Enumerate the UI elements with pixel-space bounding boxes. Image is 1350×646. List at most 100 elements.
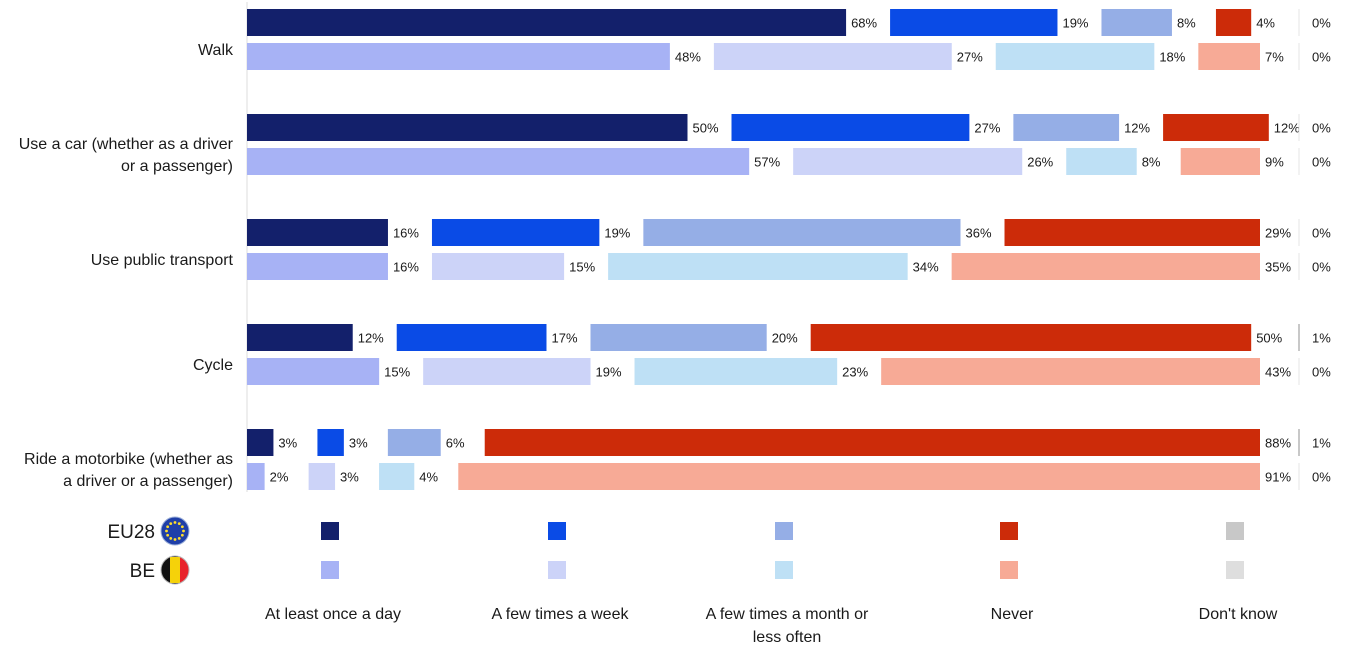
value-label: 0%: [1312, 121, 1331, 136]
legend-swatch-be-a-few-times-a-month-or-less-often: [775, 561, 793, 579]
legend-swatch-eu28-a-few-times-a-month-or-less-often: [775, 522, 793, 540]
legend-swatch-eu28-at-least-once-a-day: [321, 522, 339, 540]
legend-swatch-be-don-t-know: [1226, 561, 1244, 579]
bar-be-a-few-times-a-week: [308, 463, 336, 490]
legend-swatch-be-a-few-times-a-week: [548, 561, 566, 579]
value-label: 16%: [393, 260, 419, 275]
value-label: 57%: [754, 155, 780, 170]
value-label: 0%: [1312, 155, 1331, 170]
bar-eu28-at-least-once-a-day: [247, 324, 353, 351]
value-label: 15%: [384, 365, 410, 380]
bar-be-never: [1198, 43, 1260, 70]
bar-eu28-never: [484, 429, 1261, 456]
legend-swatch-be-at-least-once-a-day: [321, 561, 339, 579]
legend-swatch-eu28-a-few-times-a-week: [548, 522, 566, 540]
value-label: 12%: [1124, 121, 1150, 136]
bar-be-a-few-times-a-month-or-less-often: [995, 43, 1155, 70]
value-label: 19%: [1062, 16, 1088, 31]
bar-eu28-at-least-once-a-day: [247, 114, 688, 141]
category-label: Use public transport: [91, 252, 234, 269]
bar-be-a-few-times-a-week: [423, 358, 591, 385]
bar-eu28-dont-know: [1298, 429, 1300, 456]
value-label: 12%: [358, 331, 384, 346]
bar-eu28-never: [1215, 9, 1252, 36]
value-label: 88%: [1265, 436, 1291, 451]
bar-be-at-least-once-a-day: [247, 43, 670, 70]
value-label: 27%: [957, 50, 983, 65]
value-label: 9%: [1265, 155, 1284, 170]
bar-eu28-a-few-times-a-week: [890, 9, 1058, 36]
category-label: Walk: [198, 42, 234, 59]
value-label: 3%: [278, 436, 297, 451]
eu-star-icon: [180, 525, 184, 529]
eu-flag-icon: [160, 516, 190, 546]
legend-swatch-be-never: [1000, 561, 1018, 579]
value-label: 3%: [349, 436, 368, 451]
category-label: Cycle: [193, 357, 233, 374]
legend-label-never: Never: [991, 606, 1034, 623]
bar-eu28-never: [1004, 219, 1260, 246]
bar-eu28-a-few-times-a-month-or-less-often: [643, 219, 961, 246]
value-label: 4%: [1256, 16, 1275, 31]
value-label: 0%: [1312, 365, 1331, 380]
eu-star-icon: [173, 521, 177, 524]
value-label: 1%: [1312, 331, 1331, 346]
value-label: 36%: [966, 226, 992, 241]
value-label: 17%: [551, 331, 577, 346]
eu-star-icon: [177, 536, 181, 540]
bar-eu28-a-few-times-a-week: [317, 429, 344, 456]
be-flag-red: [180, 556, 189, 584]
eu-star-icon: [169, 536, 173, 540]
value-label: 3%: [340, 470, 359, 485]
value-label: 68%: [851, 16, 877, 31]
value-label: 48%: [675, 50, 701, 65]
eu-star-icon: [169, 522, 173, 526]
legend-swatch-eu28-never: [1000, 522, 1018, 540]
legend-label-at-least-once-a-day: At least once a day: [265, 606, 401, 623]
value-label: 43%: [1265, 365, 1291, 380]
bar-be-a-few-times-a-month-or-less-often: [379, 463, 415, 490]
bar-eu28-at-least-once-a-day: [247, 219, 388, 246]
value-label: 0%: [1312, 470, 1331, 485]
bar-eu28-a-few-times-a-month-or-less-often: [387, 429, 441, 456]
category-label: Ride a motorbike (whether as a driver or …: [24, 451, 233, 490]
value-label: 50%: [1256, 331, 1282, 346]
bar-be-never: [951, 253, 1260, 280]
bar-be-never: [1180, 148, 1260, 175]
bar-eu28-a-few-times-a-week: [396, 324, 547, 351]
bar-eu28-a-few-times-a-month-or-less-often: [590, 324, 767, 351]
be-flag-outline: [160, 555, 190, 585]
bar-eu28-at-least-once-a-day: [247, 9, 847, 36]
value-label: 50%: [693, 121, 719, 136]
eu-star-icon: [173, 538, 177, 541]
value-label: 27%: [974, 121, 1000, 136]
legend-label-don-t-know: Don't know: [1199, 606, 1278, 623]
eu-star-icon: [177, 522, 181, 526]
bar-be-a-few-times-a-month-or-less-often: [608, 253, 908, 280]
bar-eu28-a-few-times-a-week: [431, 219, 600, 246]
bar-be-a-few-times-a-month-or-less-often: [1066, 148, 1137, 175]
value-label: 7%: [1265, 50, 1284, 65]
value-label: 19%: [604, 226, 630, 241]
bar-eu28-never: [810, 324, 1252, 351]
bar-be-at-least-once-a-day: [247, 358, 380, 385]
bar-be-at-least-once-a-day: [247, 253, 388, 280]
value-label: 34%: [913, 260, 939, 275]
value-label: 19%: [596, 365, 622, 380]
value-label: 91%: [1265, 470, 1291, 485]
value-label: 15%: [569, 260, 595, 275]
eu-star-icon: [182, 529, 185, 533]
value-label: 0%: [1312, 226, 1331, 241]
value-label: 12%: [1274, 121, 1300, 136]
bar-be-a-few-times-a-week: [431, 253, 565, 280]
value-label: 16%: [393, 226, 419, 241]
bar-eu28-never: [1163, 114, 1269, 141]
bar-be-a-few-times-a-week: [793, 148, 1023, 175]
bar-be-a-few-times-a-week: [713, 43, 952, 70]
value-label: 0%: [1312, 50, 1331, 65]
value-label: 4%: [419, 470, 438, 485]
value-label: 6%: [446, 436, 465, 451]
bar-be-at-least-once-a-day: [247, 463, 265, 490]
eu-star-icon: [166, 533, 170, 537]
